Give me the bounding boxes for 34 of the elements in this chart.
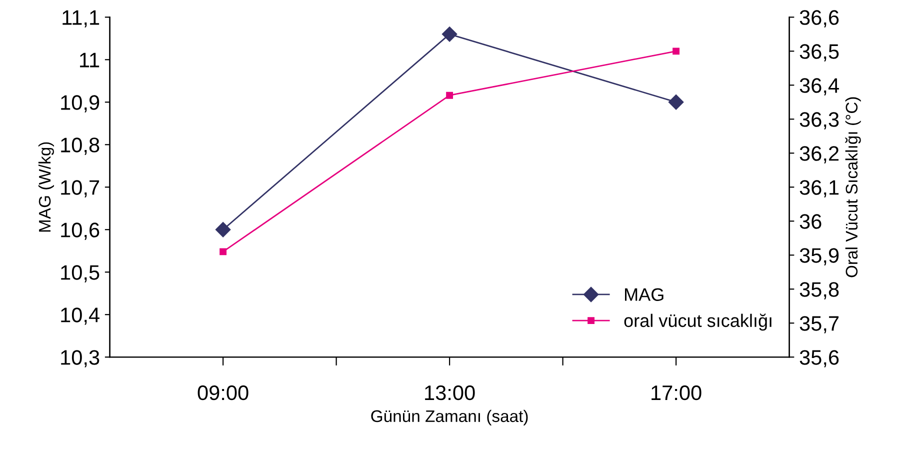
- y2-tick-label: 36,6: [800, 10, 839, 28]
- point: [668, 94, 684, 110]
- y2-tick-label: 35,8: [800, 282, 839, 300]
- y-tick-label: 10,6: [61, 222, 100, 240]
- point: [672, 48, 680, 55]
- y2-tick-label: 36,3: [800, 112, 839, 130]
- x-tick-label: 17:00: [652, 385, 702, 400]
- y2-tick-label: 36: [800, 214, 822, 229]
- point: [220, 248, 227, 256]
- y-tick-label: 10,8: [61, 138, 100, 155]
- y-tick-label: 11: [80, 52, 100, 68]
- y2-axis-title: Oral Vücut Sıcaklığı (°C): [845, 97, 861, 278]
- y-axis-title: MAG (W/kg): [38, 142, 54, 232]
- legend-label: oral vücut sıcaklığı: [624, 314, 772, 331]
- y2-tick-label: 36,5: [800, 44, 839, 62]
- y-tick-label: 10,9: [61, 95, 100, 112]
- y2-tick-label: 36,1: [800, 180, 839, 198]
- x-tick-label: 09:00: [198, 385, 248, 400]
- y-tick-label: 10,7: [61, 180, 100, 198]
- y-tick-label: 10,4: [61, 308, 100, 325]
- y2-tick-label: 35,9: [800, 248, 839, 266]
- point: [215, 222, 231, 238]
- y-tick-label: 11,1: [62, 10, 100, 28]
- y-tick-label: 10,5: [61, 265, 100, 282]
- y-tick-label: 10,3: [61, 350, 100, 368]
- y2-tick-label: 36,2: [800, 146, 839, 164]
- x-axis-title: Günün Zamanı (saat): [371, 410, 528, 426]
- y2-tick-label: 35,6: [800, 350, 839, 368]
- y2-tick-label: 36,4: [800, 78, 839, 96]
- point: [442, 26, 458, 42]
- point: [446, 92, 454, 99]
- x-tick-label: 13:00: [425, 385, 475, 400]
- legend-label: MAG: [625, 288, 664, 301]
- y2-tick-label: 35,7: [800, 316, 839, 334]
